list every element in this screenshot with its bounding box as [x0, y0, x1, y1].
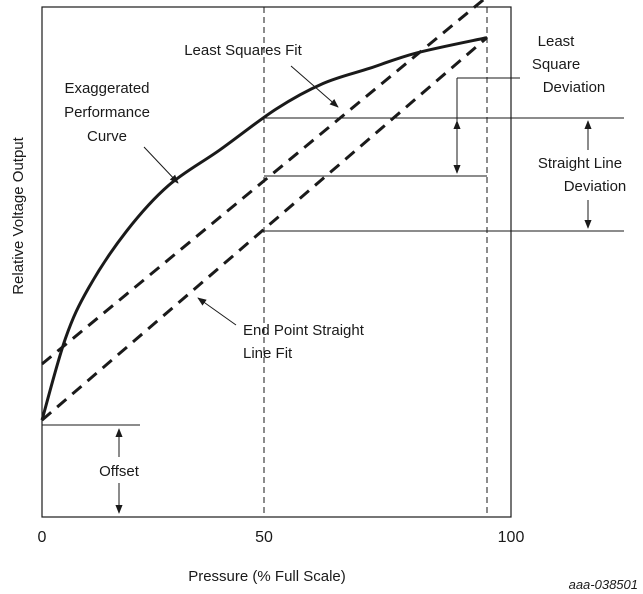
series-line-2 — [41, 0, 486, 366]
label-least-square-deviation-1: Least — [538, 33, 576, 50]
label-straight-line-deviation-2: Deviation — [564, 178, 627, 195]
series-layer — [40, 0, 488, 422]
label-least-square-deviation-2: Square — [532, 56, 580, 73]
figure-id: aaa-038501 — [569, 577, 638, 592]
x-axis-label: Pressure (% Full Scale) — [188, 568, 346, 585]
label-performance-curve-1: Exaggerated — [64, 80, 149, 97]
least-squares-leader — [290, 65, 339, 108]
x-tick-label: 50 — [255, 529, 273, 546]
plot-frame — [41, 6, 512, 518]
label-straight-line-deviation-1: Straight Line — [538, 155, 622, 172]
y-axis-label: Relative Voltage Output — [10, 136, 27, 294]
label-least-square-deviation-3: Deviation — [543, 79, 606, 96]
series-line-1 — [40, 36, 488, 421]
series-line-3 — [41, 36, 488, 422]
label-offset: Offset — [99, 463, 140, 480]
x-tick-label: 100 — [498, 529, 525, 546]
performance-curve-leader — [143, 146, 179, 184]
x-tick-label: 0 — [38, 529, 47, 546]
end-point-leader — [197, 297, 237, 326]
label-end-point-fit-1: End Point Straight — [243, 322, 365, 339]
label-least-squares-fit: Least Squares Fit — [184, 42, 302, 59]
label-end-point-fit-2: Line Fit — [243, 345, 293, 362]
label-performance-curve-3: Curve — [87, 128, 127, 145]
label-performance-curve-2: Performance — [64, 104, 150, 121]
